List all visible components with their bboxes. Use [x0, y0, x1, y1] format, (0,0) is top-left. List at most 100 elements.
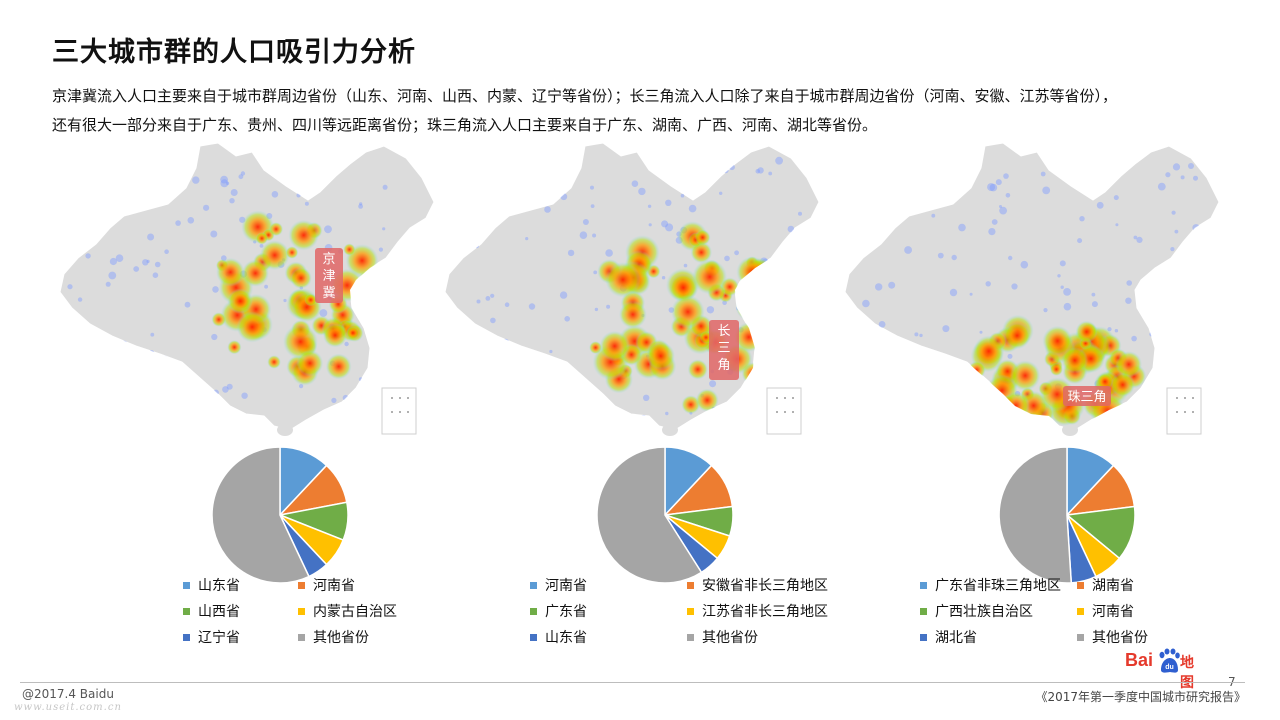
heat-point — [1115, 223, 1119, 227]
heat-point — [1077, 238, 1083, 244]
heat-point — [76, 241, 81, 247]
heat-point — [1169, 299, 1176, 306]
heat-point — [590, 204, 595, 208]
legend-item: 山西省 — [183, 601, 240, 621]
heat-point — [1193, 175, 1198, 181]
heat-point — [358, 204, 363, 209]
heat-point — [1063, 302, 1072, 311]
heat-point — [1091, 301, 1098, 308]
legend-label: 辽宁省 — [198, 630, 240, 646]
heat-point — [853, 337, 860, 343]
heat-point — [979, 330, 983, 334]
heat-point — [238, 174, 244, 180]
heat-point — [226, 407, 235, 416]
heat-point — [1155, 382, 1162, 389]
heat-point — [1157, 182, 1166, 191]
heat-point — [683, 263, 688, 268]
heat-point — [220, 175, 229, 184]
legend-item: 广东省非珠三角地区 — [920, 575, 1061, 595]
heat-point — [1186, 359, 1193, 367]
heat-point — [184, 301, 191, 308]
heat-point — [949, 288, 958, 297]
heat-point — [1042, 186, 1051, 195]
legend-swatch — [298, 607, 305, 615]
heat-point — [1043, 308, 1048, 313]
heat-point — [590, 185, 594, 190]
legend-swatch — [687, 581, 694, 589]
heat-point — [147, 233, 155, 241]
heat-point — [1007, 353, 1013, 359]
heat-point — [483, 345, 490, 352]
heat-point — [648, 223, 652, 227]
heat-blob — [267, 355, 281, 369]
heat-point — [1059, 160, 1066, 168]
heat-blob — [1096, 373, 1114, 390]
heat-point — [535, 360, 540, 366]
heat-blob — [288, 219, 319, 251]
legend-swatch — [687, 607, 694, 615]
heat-point — [1113, 195, 1119, 201]
heat-point — [1172, 163, 1181, 171]
legend-swatch — [530, 581, 537, 589]
legend-swatch — [183, 607, 190, 615]
heat-point — [85, 253, 91, 259]
heat-blob — [346, 326, 360, 340]
heat-blob — [694, 229, 711, 246]
heat-point — [688, 204, 697, 213]
heat-point — [503, 180, 509, 186]
heat-point — [377, 280, 382, 285]
pie-chart-yangtze-delta — [590, 440, 740, 590]
heat-blob — [605, 262, 641, 298]
pie-slice-6 — [211, 446, 310, 584]
heat-point — [801, 320, 807, 326]
heat-point — [222, 386, 229, 393]
heat-point — [83, 400, 92, 409]
heat-point — [549, 349, 553, 354]
heat-point — [605, 249, 613, 257]
legend-label: 内蒙古自治区 — [313, 604, 397, 620]
legend-label: 其他省份 — [702, 630, 758, 646]
legend-item: 湖南省 — [1077, 575, 1134, 595]
heat-blob — [736, 256, 768, 288]
heat-point — [1008, 255, 1013, 261]
legend-item: 山东省 — [530, 627, 587, 647]
heat-blob — [236, 311, 268, 343]
heat-point — [958, 223, 966, 232]
heat-point — [1180, 175, 1185, 180]
legend-label: 其他省份 — [1092, 630, 1148, 646]
heat-blob — [687, 359, 708, 380]
heat-blob — [1049, 362, 1063, 376]
heat-point — [594, 307, 599, 312]
heat-blob — [599, 330, 630, 362]
legend-item: 江苏省非长三角地区 — [687, 601, 828, 621]
legend-item: 河南省 — [1077, 601, 1134, 621]
heat-point — [995, 179, 1002, 186]
hainan-island — [662, 424, 678, 436]
heat-point — [794, 332, 802, 340]
heat-point — [724, 255, 730, 262]
heat-point — [919, 333, 923, 338]
heat-point — [109, 257, 117, 266]
page-description: 京津冀流入人口主要来自于城市群周边省份（山东、河南、山西、内蒙、辽宁等省份）；长… — [52, 82, 1242, 140]
heat-point — [991, 219, 998, 225]
heat-point — [69, 250, 76, 257]
heat-blob — [967, 361, 986, 379]
heat-blob — [1010, 360, 1041, 391]
heat-point — [98, 212, 102, 217]
heat-point — [486, 179, 495, 187]
legend-swatch — [183, 581, 190, 589]
heat-point — [297, 177, 303, 183]
heat-point — [631, 180, 639, 187]
heat-point — [588, 413, 595, 420]
heat-point — [914, 332, 919, 337]
heat-point — [987, 183, 996, 192]
heat-point — [404, 316, 409, 321]
heat-point — [490, 317, 496, 324]
heat-blob — [681, 395, 701, 414]
legend-swatch — [687, 633, 694, 641]
description-line-1: 京津冀流入人口主要来自于城市群周边省份（山东、河南、山西、内蒙、辽宁等省份）；长… — [52, 87, 1118, 105]
legend-label: 山东省 — [545, 630, 587, 646]
heat-point — [798, 211, 802, 216]
heat-point — [757, 167, 764, 174]
heat-point — [1096, 201, 1104, 209]
